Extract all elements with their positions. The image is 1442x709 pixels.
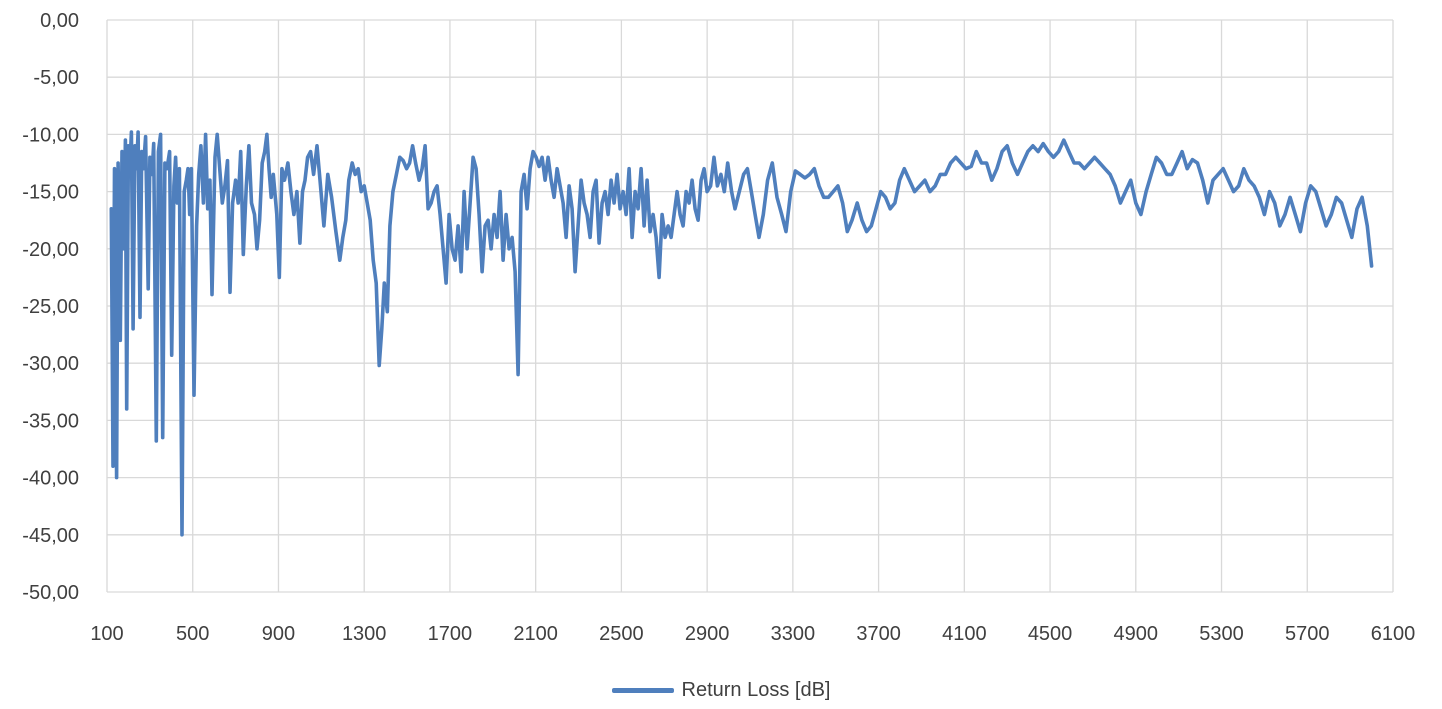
x-tick-label: 1700: [428, 623, 473, 645]
y-tick-label: -25,00: [22, 296, 79, 318]
x-tick-label: 1300: [342, 623, 387, 645]
x-tick-label: 2900: [685, 623, 730, 645]
series-line-return-loss: [109, 130, 1374, 537]
x-tick-label: 5700: [1285, 623, 1330, 645]
legend: Return Loss [dB]: [0, 672, 1442, 708]
x-tick-label: 3300: [771, 623, 816, 645]
x-tick-label: 4100: [942, 623, 987, 645]
x-tick-label: 6100: [1371, 623, 1416, 645]
y-tick-label: 0,00: [40, 10, 79, 32]
y-tick-label: -10,00: [22, 124, 79, 146]
y-tick-label: -40,00: [22, 468, 79, 490]
grid-lines: [106, 19, 1394, 593]
x-tick-label: 2100: [513, 623, 558, 645]
x-tick-label: 2500: [599, 623, 644, 645]
series-layer: [109, 130, 1374, 537]
y-tick-label: -50,00: [22, 582, 79, 604]
x-axis-tick-labels: 100 500 900 1300 1700 2100 2500 2900 3300 3700 410…: [90, 623, 1415, 645]
legend-label-return-loss: Return Loss [dB]: [681, 678, 831, 701]
y-tick-label: -20,00: [22, 239, 79, 261]
y-tick-label: -45,00: [22, 525, 79, 547]
x-tick-label: 100: [90, 623, 123, 645]
x-tick-label: 5300: [1199, 623, 1244, 645]
legend-swatch-return-loss: [611, 687, 674, 693]
x-tick-label: 500: [176, 623, 209, 645]
x-tick-label: 4900: [1114, 623, 1159, 645]
y-axis-tick-labels: 0,00 -5,00 -10,00 -15,00 -20,00 -25,00 -30,00 -…: [22, 10, 79, 604]
x-tick-label: 900: [262, 623, 295, 645]
x-tick-label: 4500: [1028, 623, 1073, 645]
return-loss-chart: 0,00 -5,00 -10,00 -15,00 -20,00 -25,00 -30,00 -…: [22, 10, 1415, 645]
y-tick-label: -5,00: [33, 67, 79, 89]
y-tick-label: -30,00: [22, 353, 79, 375]
y-tick-label: -35,00: [22, 410, 79, 432]
y-tick-label: -15,00: [22, 182, 79, 204]
x-tick-label: 3700: [856, 623, 901, 645]
